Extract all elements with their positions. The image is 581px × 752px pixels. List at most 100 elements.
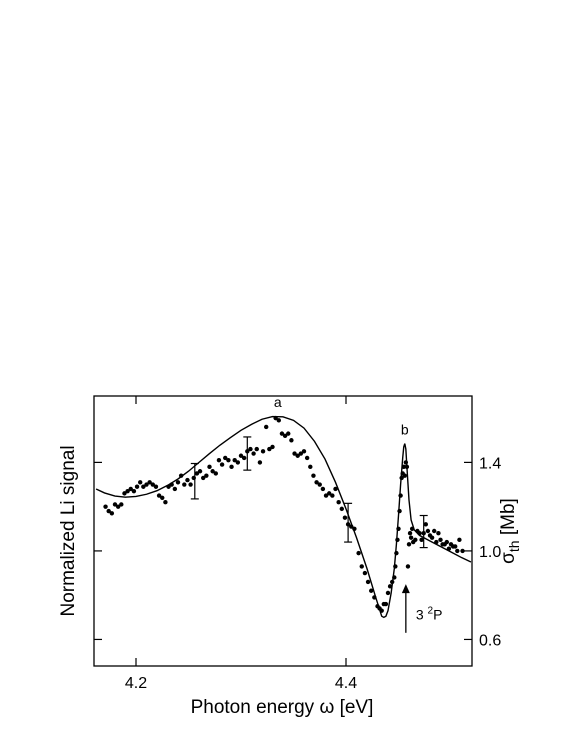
data-point (153, 484, 159, 489)
data-point (408, 535, 414, 540)
data-point (147, 480, 152, 485)
data-point (298, 451, 304, 456)
data-point (201, 475, 206, 481)
data-point (188, 482, 193, 487)
data-point (405, 564, 411, 569)
data-point (156, 493, 162, 498)
error-bars-layer (190, 436, 428, 549)
data-point (264, 424, 269, 430)
data-point (379, 608, 384, 613)
data-point (267, 446, 272, 452)
data-point (460, 548, 465, 554)
ticks-layer: 4.2 4.4 0.6 1.0 1.4 (94, 396, 501, 692)
data-point (235, 460, 241, 465)
level-label-suffix: P (433, 607, 442, 623)
plot-frame (93, 395, 473, 667)
data-point (320, 486, 326, 492)
data-point (150, 482, 155, 487)
y-axis-right-title: σth [Mb] (498, 498, 522, 564)
data-point (185, 477, 190, 483)
level-label: 3 2P (416, 606, 443, 623)
data-point (279, 431, 285, 436)
data-point (138, 480, 143, 485)
data-point (134, 484, 140, 489)
data-point (260, 449, 266, 454)
y-right-tick-label: 0.6 (479, 632, 501, 649)
level-label-prefix: 3 (416, 607, 428, 623)
data-point (182, 482, 187, 487)
data-point (385, 590, 391, 596)
data-point (409, 526, 415, 531)
data-point (144, 482, 149, 487)
data-point (457, 537, 462, 543)
sigma-symbol: σ (498, 552, 519, 564)
data-point (446, 546, 452, 551)
data-point (339, 506, 344, 512)
data-point (349, 524, 354, 529)
data-point (455, 548, 460, 554)
data-point (223, 455, 228, 461)
data-point (311, 473, 316, 478)
data-point (295, 453, 300, 458)
data-point (131, 488, 137, 494)
data-point (342, 515, 348, 520)
data-point (336, 500, 341, 505)
data-point (397, 508, 402, 514)
data-point (270, 444, 275, 450)
data-point (432, 528, 437, 534)
peak-label-a: a (274, 394, 282, 410)
peak-label-b: b (401, 421, 409, 437)
data-point (413, 537, 418, 543)
data-point (419, 537, 424, 543)
data-point (429, 535, 435, 540)
data-point (141, 484, 146, 489)
data-point (292, 451, 297, 456)
data-point (352, 526, 357, 531)
data-point (372, 595, 377, 600)
error-bar (243, 436, 252, 471)
data-point (286, 431, 291, 436)
data-point (403, 460, 409, 465)
data-point (314, 480, 319, 485)
data-point (282, 433, 288, 439)
data-point (407, 531, 413, 536)
data-point (106, 508, 111, 514)
error-bar (419, 514, 428, 549)
data-point (423, 522, 428, 527)
data-point (398, 493, 403, 498)
data-point (241, 455, 247, 461)
model-curve-layer (95, 415, 472, 619)
data-point (359, 564, 364, 569)
data-point (216, 457, 222, 463)
data-point (304, 455, 310, 461)
x-axis-title: Photon energy ω [eV] (191, 697, 374, 718)
y-axis-left-title: Normalized Li signal (58, 445, 79, 616)
data-point (362, 570, 368, 576)
data-point (387, 584, 393, 589)
data-point (438, 537, 443, 543)
data-point (229, 464, 234, 470)
data-point (213, 471, 218, 476)
data-point (317, 482, 322, 487)
data-point (401, 464, 406, 470)
sigma-subscript: th (506, 540, 522, 552)
data-point (204, 473, 209, 478)
data-point (404, 464, 410, 470)
sigma-unit: [Mb] (498, 498, 519, 540)
data-point (175, 480, 181, 485)
data-point (406, 542, 412, 547)
level-label-superscript: 2 (428, 606, 434, 617)
data-point (119, 502, 124, 507)
data-point (395, 537, 400, 543)
data-point (257, 460, 263, 465)
data-point (436, 531, 441, 536)
data-point (308, 464, 313, 470)
annotations-layer: a b 3 2P (274, 394, 443, 633)
data-point (166, 484, 171, 489)
data-point (394, 550, 399, 556)
data-point (115, 504, 121, 509)
data-point (333, 486, 338, 492)
data-point (112, 502, 118, 507)
level-arrow-head (401, 584, 410, 594)
data-point (417, 531, 422, 536)
